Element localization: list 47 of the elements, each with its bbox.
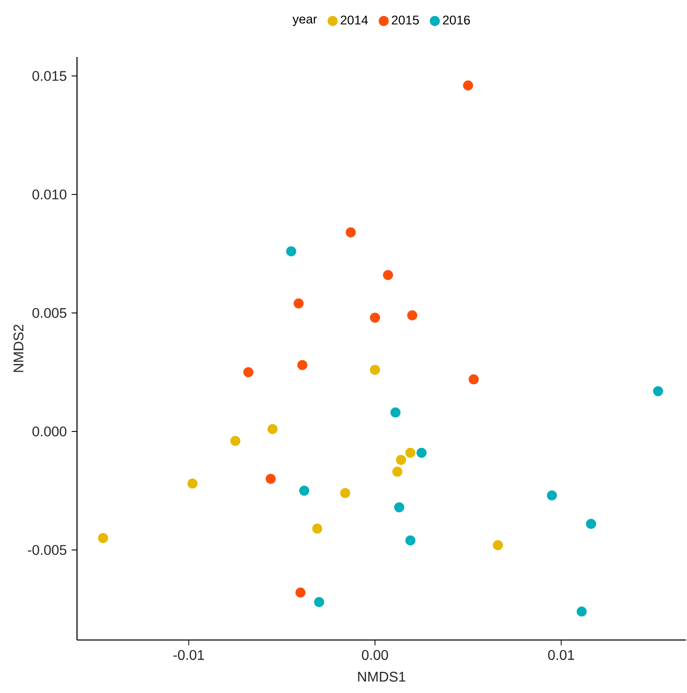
point xyxy=(396,454,406,465)
point xyxy=(390,407,401,418)
point xyxy=(382,270,394,280)
point xyxy=(314,597,324,608)
point xyxy=(370,312,380,323)
point xyxy=(405,535,416,546)
point xyxy=(392,466,402,477)
point xyxy=(340,488,350,498)
point xyxy=(370,364,380,375)
y-tick-label: 0.015 xyxy=(32,71,66,81)
point xyxy=(492,540,503,550)
point xyxy=(653,386,664,396)
legend-label: 2016 xyxy=(442,16,470,25)
point xyxy=(266,474,276,484)
point xyxy=(312,524,322,534)
point xyxy=(295,588,306,598)
y-tick-label: 0.000 xyxy=(32,426,66,436)
point xyxy=(187,478,198,489)
y-tick-label: -0.005 xyxy=(28,544,66,555)
legend-label: 2014 xyxy=(340,16,368,25)
x-tick-label: -0.01 xyxy=(173,650,204,660)
point xyxy=(267,424,278,434)
point xyxy=(407,310,418,320)
y-tick-label: 0.005 xyxy=(32,308,66,318)
point xyxy=(286,246,296,256)
point xyxy=(546,490,557,500)
x-tick-label: 0.01 xyxy=(548,650,574,660)
point xyxy=(586,518,596,529)
point xyxy=(299,486,310,496)
y-axis-title: NMDS2 xyxy=(14,324,24,372)
point xyxy=(416,448,427,458)
point xyxy=(468,374,479,384)
point xyxy=(576,606,587,617)
y-tick-label: 0.010 xyxy=(32,190,66,200)
point xyxy=(243,367,254,378)
point xyxy=(230,436,240,446)
point xyxy=(98,533,108,544)
point xyxy=(294,298,304,309)
point xyxy=(297,360,308,370)
point xyxy=(405,448,416,458)
x-axis-title: NMDS1 xyxy=(358,672,406,682)
point xyxy=(346,227,356,238)
legend-title: year xyxy=(292,16,317,26)
x-tick-label: 0.00 xyxy=(362,650,388,660)
point xyxy=(394,502,404,512)
point xyxy=(463,80,474,91)
legend-label: 2015 xyxy=(392,16,419,25)
